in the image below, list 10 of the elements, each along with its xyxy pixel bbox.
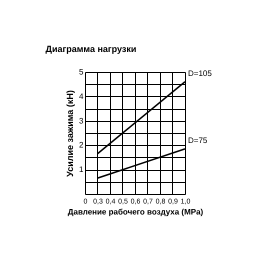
y-tick-label: 1 [79,165,84,174]
chart-title: Диаграмма нагрузки [46,44,136,54]
series-label: D=75 [188,136,208,145]
y-tick-label: 5 [79,68,84,76]
y-axis-title: Усилие зажима (кН) [65,90,76,177]
y-tick-label: 2 [79,140,84,150]
y-tick-label: 4 [79,92,84,101]
y-tick-label: 3 [79,116,84,126]
series-label: D=105 [188,68,212,78]
x-axis-title: Давление рабочего воздуха (MPa) [68,208,204,216]
